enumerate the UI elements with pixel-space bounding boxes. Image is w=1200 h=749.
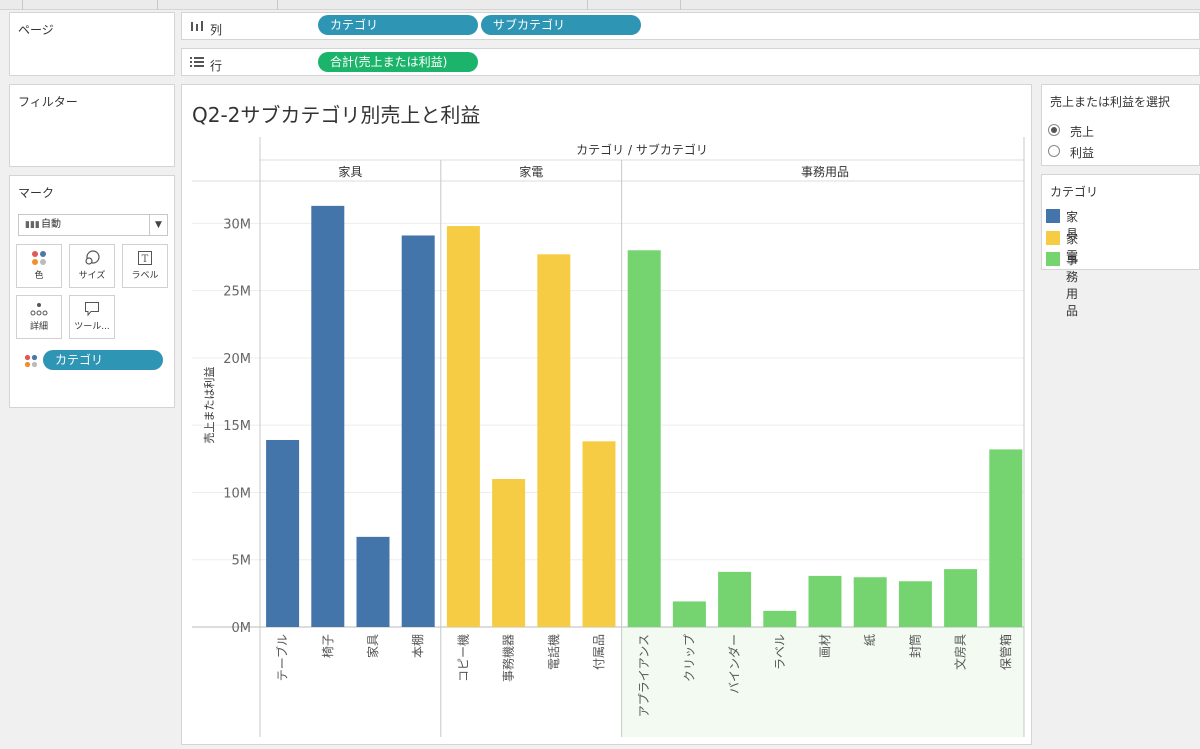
bar-付属品: [582, 441, 616, 627]
color-legend: カテゴリ 家具 家電 事務用品: [1041, 174, 1200, 318]
columns-shelf-label: 列: [210, 23, 223, 37]
y-tick-label: 10M: [223, 486, 251, 501]
chevron-down-icon[interactable]: ▼: [149, 215, 167, 235]
radio-profit-label[interactable]: 利益: [1070, 146, 1095, 160]
tooltip-button[interactable]: ツール...: [69, 295, 115, 339]
marks-panel: マーク ▮▮▮ 自動 ▼ 色 サイズ T ラベル 詳細 ツール...: [9, 175, 175, 408]
text-label-icon: T: [123, 250, 167, 268]
category-header: 家具: [338, 164, 362, 179]
y-tick-label: 5M: [232, 554, 252, 569]
y-tick-label: 20M: [223, 352, 251, 367]
legend-label: 家電: [1066, 232, 1079, 263]
legend-title: カテゴリ: [1050, 185, 1099, 199]
mark-type-dropdown[interactable]: ▮▮▮ 自動 ▼: [18, 214, 168, 236]
bar-アプライアンス: [627, 250, 661, 628]
tooltip-bubble-icon: [70, 301, 114, 319]
columns-pill-category[interactable]: カテゴリ: [318, 15, 478, 35]
detail-button[interactable]: 詳細: [16, 295, 62, 339]
pane-highlight: [621, 627, 1024, 737]
x-tick-label: 保管箱: [998, 634, 1013, 670]
label-button-label: ラベル: [131, 271, 159, 281]
mark-type-label: 自動: [41, 219, 61, 230]
chart-title: Q2-2サブカテゴリ別売上と利益: [192, 103, 481, 127]
size-button-label: サイズ: [78, 271, 106, 281]
radio-sales[interactable]: [1048, 124, 1060, 136]
color-dots-icon: [24, 353, 38, 372]
y-axis-title: 売上または利益: [202, 367, 216, 444]
y-tick-label: 25M: [223, 285, 251, 300]
legend-label: 家具: [1066, 210, 1079, 241]
pages-panel[interactable]: ページ: [9, 12, 175, 76]
x-tick-label: 文房具: [953, 634, 968, 670]
x-tick-label: クリップ: [682, 634, 696, 682]
legend-label: 事務用品: [1066, 253, 1079, 318]
color-field-pill[interactable]: カテゴリ: [43, 350, 163, 370]
bar-テーブル: [266, 439, 300, 627]
bar-文房具: [944, 569, 978, 627]
bar-保管箱: [989, 449, 1023, 627]
size-shape-icon: [70, 250, 114, 268]
x-tick-label: ラベル: [773, 634, 787, 670]
bar-クリップ: [672, 601, 706, 627]
y-tick-label: 15M: [223, 419, 251, 434]
x-tick-label: 封筒: [907, 634, 922, 658]
x-tick-label: テーブル: [275, 634, 290, 681]
x-tick-label: 紙: [862, 634, 877, 646]
bar-封筒: [898, 581, 932, 627]
column-bars-icon: [190, 20, 204, 35]
x-tick-label: 画材: [818, 634, 832, 658]
x-tick-label: コピー機: [455, 634, 470, 682]
size-button[interactable]: サイズ: [69, 244, 115, 288]
x-tick-label: 電話機: [546, 634, 561, 670]
detail-button-label: 詳細: [29, 322, 48, 332]
bar-家具: [356, 536, 390, 627]
radio-profit[interactable]: [1048, 145, 1060, 157]
x-tick-label: 家具: [365, 634, 380, 658]
bar-画材: [808, 575, 842, 627]
label-button[interactable]: T ラベル: [122, 244, 168, 288]
color-button[interactable]: 色: [16, 244, 62, 288]
bar-電話機: [537, 254, 571, 628]
tooltip-button-label: ツール...: [74, 322, 110, 332]
top-tab-strip: [0, 0, 1200, 10]
x-tick-label: 本棚: [410, 634, 425, 658]
bar-本棚: [401, 235, 435, 628]
x-tick-label: 椅子: [321, 634, 335, 658]
rows-pill-measure[interactable]: 合計(売上または利益): [318, 52, 478, 72]
filters-title: フィルター: [18, 95, 78, 109]
bar-紙: [853, 577, 887, 627]
filters-panel[interactable]: フィルター: [9, 84, 175, 167]
color-button-label: 色: [34, 271, 44, 281]
x-tick-label: 事務機器: [501, 634, 516, 682]
header-title: カテゴリ / サブカテゴリ: [576, 142, 708, 157]
y-tick-label: 0M: [232, 621, 252, 636]
legend-swatch: [1046, 252, 1060, 266]
color-dots-icon: [17, 250, 61, 268]
marks-title: マーク: [18, 186, 55, 200]
x-tick-label: アプライアンス: [637, 634, 651, 717]
radio-sales-label[interactable]: 売上: [1070, 125, 1095, 139]
detail-dots-icon: [17, 301, 61, 319]
pages-title: ページ: [18, 23, 54, 37]
legend-swatch: [1046, 209, 1060, 223]
bar-事務機器: [492, 479, 526, 627]
bar-ラベル: [763, 610, 797, 627]
x-tick-label: 付属品: [592, 634, 606, 670]
y-tick-label: 30M: [223, 217, 251, 232]
legend-swatch: [1046, 231, 1060, 245]
parameter-title: 売上または利益を選択: [1050, 95, 1171, 109]
bar-バインダー: [718, 571, 752, 627]
columns-pill-subcategory[interactable]: サブカテゴリ: [481, 15, 641, 35]
svg-text:T: T: [142, 254, 149, 265]
list-rows-icon: [190, 56, 204, 71]
bar-椅子: [311, 205, 345, 627]
bar-コピー機: [446, 226, 480, 627]
x-tick-label: バインダー: [727, 634, 742, 694]
bar-chart-icon: ▮▮▮: [25, 220, 40, 230]
rows-shelf-label: 行: [210, 59, 223, 73]
parameter-panel: 売上または利益を選択 売上 利益: [1041, 84, 1200, 166]
category-header: 事務用品: [801, 165, 849, 179]
category-header: 家電: [519, 164, 543, 179]
